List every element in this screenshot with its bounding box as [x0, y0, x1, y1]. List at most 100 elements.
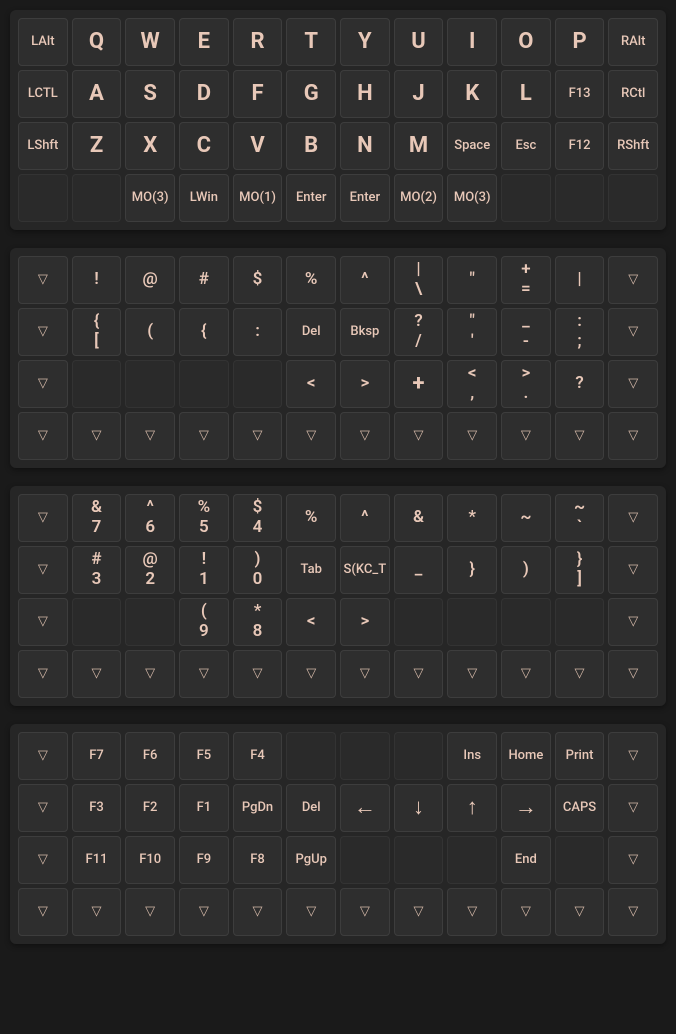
key--[interactable]: ~: [501, 494, 551, 542]
key-f12[interactable]: F12: [555, 122, 605, 170]
key--[interactable]: _-: [501, 308, 551, 356]
key-f3[interactable]: F3: [72, 784, 122, 832]
transparent-key[interactable]: ▽: [18, 360, 68, 408]
key-mo-3-[interactable]: MO(3): [125, 174, 175, 222]
key-\[interactable]: |\: [394, 256, 444, 304]
key--[interactable]: _: [394, 546, 444, 594]
key-l[interactable]: L: [501, 70, 551, 118]
transparent-key[interactable]: ▽: [555, 412, 605, 460]
key--[interactable]: ): [501, 546, 551, 594]
key--[interactable]: #: [179, 256, 229, 304]
key-del[interactable]: Del: [286, 784, 336, 832]
key-u[interactable]: U: [394, 18, 444, 66]
key-r[interactable]: R: [233, 18, 283, 66]
key-n[interactable]: N: [340, 122, 390, 170]
key-f8[interactable]: F8: [233, 836, 283, 884]
key-s-kc-t[interactable]: S(KC_T: [340, 546, 390, 594]
key--[interactable]: %: [286, 494, 336, 542]
key-,[interactable]: <,: [447, 360, 497, 408]
key-f5[interactable]: F5: [179, 732, 229, 780]
transparent-key[interactable]: ▽: [18, 732, 68, 780]
key--[interactable]: ": [447, 256, 497, 304]
key-f13[interactable]: F13: [555, 70, 605, 118]
transparent-key[interactable]: ▽: [286, 650, 336, 698]
key-caps[interactable]: CAPS: [555, 784, 605, 832]
key--[interactable]: :: [233, 308, 283, 356]
key-i[interactable]: I: [447, 18, 497, 66]
key--[interactable]: &: [394, 494, 444, 542]
key--[interactable]: ↑: [447, 784, 497, 832]
transparent-key[interactable]: ▽: [394, 888, 444, 936]
key--[interactable]: >: [340, 360, 390, 408]
transparent-key[interactable]: ▽: [18, 256, 68, 304]
transparent-key[interactable]: ▽: [501, 412, 551, 460]
key-6[interactable]: ^6: [125, 494, 175, 542]
key--[interactable]: *: [447, 494, 497, 542]
key-end[interactable]: End: [501, 836, 551, 884]
transparent-key[interactable]: ▽: [447, 650, 497, 698]
transparent-key[interactable]: ▽: [608, 494, 658, 542]
key-f1[interactable]: F1: [179, 784, 229, 832]
transparent-key[interactable]: ▽: [501, 888, 551, 936]
transparent-key[interactable]: ▽: [394, 650, 444, 698]
key-b[interactable]: B: [286, 122, 336, 170]
transparent-key[interactable]: ▽: [447, 412, 497, 460]
key-del[interactable]: Del: [286, 308, 336, 356]
transparent-key[interactable]: ▽: [286, 412, 336, 460]
key-w[interactable]: W: [125, 18, 175, 66]
key--[interactable]: →: [501, 784, 551, 832]
key-k[interactable]: K: [447, 70, 497, 118]
transparent-key[interactable]: ▽: [608, 256, 658, 304]
transparent-key[interactable]: ▽: [125, 650, 175, 698]
transparent-key[interactable]: ▽: [233, 412, 283, 460]
transparent-key[interactable]: ▽: [72, 888, 122, 936]
key-o[interactable]: O: [501, 18, 551, 66]
key--[interactable]: ?: [555, 360, 605, 408]
transparent-key[interactable]: ▽: [233, 888, 283, 936]
key--[interactable]: <: [286, 360, 336, 408]
key-8[interactable]: *8: [233, 598, 283, 646]
key-f10[interactable]: F10: [125, 836, 175, 884]
key--[interactable]: ←: [340, 784, 390, 832]
key-.[interactable]: >.: [501, 360, 551, 408]
key--[interactable]: @: [125, 256, 175, 304]
key-;[interactable]: :;: [555, 308, 605, 356]
transparent-key[interactable]: ▽: [608, 360, 658, 408]
key-f[interactable]: F: [233, 70, 283, 118]
key--[interactable]: ↓: [394, 784, 444, 832]
key-rshft[interactable]: RShft: [608, 122, 658, 170]
key-enter[interactable]: Enter: [340, 174, 390, 222]
key-3[interactable]: #3: [72, 546, 122, 594]
key-enter[interactable]: Enter: [286, 174, 336, 222]
transparent-key[interactable]: ▽: [18, 650, 68, 698]
transparent-key[interactable]: ▽: [501, 650, 551, 698]
key-j[interactable]: J: [394, 70, 444, 118]
transparent-key[interactable]: ▽: [608, 650, 658, 698]
transparent-key[interactable]: ▽: [18, 412, 68, 460]
transparent-key[interactable]: ▽: [608, 784, 658, 832]
transparent-key[interactable]: ▽: [555, 650, 605, 698]
transparent-key[interactable]: ▽: [555, 888, 605, 936]
key-`[interactable]: ~`: [555, 494, 605, 542]
transparent-key[interactable]: ▽: [72, 412, 122, 460]
key-/[interactable]: ?/: [394, 308, 444, 356]
key--[interactable]: >: [340, 598, 390, 646]
key--[interactable]: !: [72, 256, 122, 304]
key-t[interactable]: T: [286, 18, 336, 66]
key--[interactable]: %: [286, 256, 336, 304]
key-esc[interactable]: Esc: [501, 122, 551, 170]
key-m[interactable]: M: [394, 122, 444, 170]
key--[interactable]: ^: [340, 256, 390, 304]
transparent-key[interactable]: ▽: [18, 308, 68, 356]
key-f9[interactable]: F9: [179, 836, 229, 884]
key-c[interactable]: C: [179, 122, 229, 170]
key-print[interactable]: Print: [555, 732, 605, 780]
key--[interactable]: +: [394, 360, 444, 408]
key-pgup[interactable]: PgUp: [286, 836, 336, 884]
transparent-key[interactable]: ▽: [179, 650, 229, 698]
key-mo-3-[interactable]: MO(3): [447, 174, 497, 222]
key-y[interactable]: Y: [340, 18, 390, 66]
transparent-key[interactable]: ▽: [18, 784, 68, 832]
key-a[interactable]: A: [72, 70, 122, 118]
transparent-key[interactable]: ▽: [608, 732, 658, 780]
